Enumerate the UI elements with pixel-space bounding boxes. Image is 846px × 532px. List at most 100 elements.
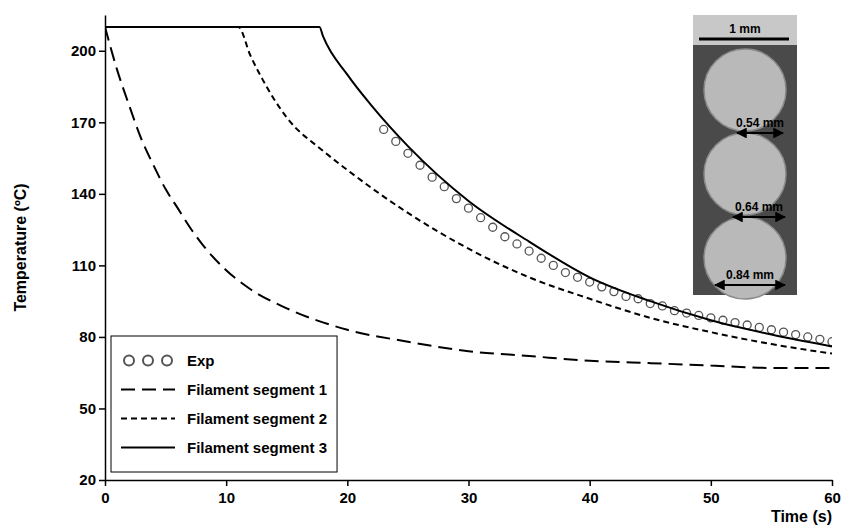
y-tick: 20 — [79, 471, 105, 488]
y-tick-label: 140 — [71, 185, 96, 202]
x-tick: 0 — [101, 480, 109, 506]
x-axis-title: Time (s) — [771, 508, 832, 525]
legend-sample — [143, 356, 153, 366]
legend-label: Filament segment 2 — [187, 410, 327, 427]
data-point — [392, 137, 400, 145]
inset-scale-strip — [693, 15, 797, 45]
data-point — [549, 261, 557, 269]
x-axis: 0 10 20 30 40 50 60 — [101, 480, 841, 506]
data-point — [755, 323, 763, 331]
y-tick-mark — [99, 265, 105, 267]
legend-sample — [121, 389, 175, 391]
y-tick: 200 — [71, 42, 105, 59]
y-tick: 170 — [71, 114, 105, 131]
x-tick: 40 — [582, 480, 599, 506]
x-tick: 10 — [218, 480, 235, 506]
y-axis-line — [105, 16, 107, 481]
y-tick-mark — [99, 194, 105, 196]
y-tick-mark — [99, 122, 105, 124]
y-tick-label: 20 — [79, 471, 96, 488]
legend-sample — [121, 418, 175, 420]
x-tick-mark — [832, 480, 834, 486]
x-tick-mark — [589, 480, 591, 486]
y-tick-label: 110 — [72, 257, 96, 274]
data-point — [816, 335, 824, 343]
x-tick-mark — [468, 480, 470, 486]
dimension-arrow — [737, 132, 783, 134]
data-marks — [105, 27, 832, 368]
data-point — [525, 247, 533, 255]
x-tick-mark — [347, 480, 349, 486]
y-tick: 110 — [72, 257, 105, 274]
data-point — [792, 331, 800, 339]
scale-label: 1 mm — [729, 22, 760, 36]
data-point — [477, 214, 485, 222]
y-tick: 80 — [79, 328, 105, 345]
y-axis: 20 50 80 110 140 170 200 — [71, 16, 106, 489]
legend: Exp Filament segment 1 Filament segment 2 F… — [111, 336, 337, 472]
series-line — [105, 27, 832, 354]
x-tick-label: 0 — [101, 489, 109, 506]
legend-entry: Filament segment 3 — [121, 439, 327, 456]
legend-label: Filament segment 1 — [187, 381, 327, 398]
x-tick: 60 — [824, 480, 841, 506]
dimension-label: 0.64 mm — [735, 200, 783, 214]
x-tick-label: 50 — [703, 489, 720, 506]
y-tick-label: 50 — [79, 400, 96, 417]
plot-area: 0 10 20 30 40 50 60 20 50 80 110 140 170 200 — [71, 16, 841, 506]
legend-sample — [162, 356, 172, 366]
data-point — [537, 254, 545, 262]
data-point — [501, 233, 509, 241]
legend-entry: Filament segment 1 — [121, 381, 327, 398]
legend-sample — [121, 447, 175, 449]
dimension-label: 0.54 mm — [736, 116, 784, 130]
legend-entry: Filament segment 2 — [121, 410, 327, 427]
legend-frame — [111, 336, 337, 472]
dimension-arrow — [733, 216, 785, 218]
y-tick-label: 200 — [71, 42, 96, 59]
y-tick-mark — [99, 408, 105, 410]
x-tick-mark — [711, 480, 713, 486]
y-tick: 50 — [79, 400, 105, 417]
filament-section — [704, 217, 786, 299]
chart: 0 10 20 30 40 50 60 20 50 80 110 140 170 200 Time (s) T… — [0, 0, 846, 532]
dimension-arrow — [715, 284, 785, 286]
inset: 1 mm 0.54 mm 0.64 mm 0.84 mm — [693, 15, 797, 299]
filament-section — [704, 49, 786, 131]
y-axis-title: Temperature (ºC) — [12, 183, 29, 311]
filament-section — [704, 133, 786, 215]
legend-label: Filament segment 3 — [187, 439, 327, 456]
x-tick-label: 60 — [824, 489, 841, 506]
x-tick-label: 30 — [461, 489, 478, 506]
series-line — [105, 27, 832, 368]
data-point — [489, 223, 497, 231]
x-tick-label: 10 — [218, 489, 235, 506]
y-tick-mark — [99, 337, 105, 339]
x-tick-label: 20 — [339, 489, 356, 506]
data-point — [380, 125, 388, 133]
legend-entry: Exp — [124, 352, 215, 369]
data-point — [804, 333, 812, 341]
series-line — [105, 27, 832, 347]
legend-sample — [124, 356, 134, 366]
data-point — [513, 240, 521, 248]
x-tick: 20 — [339, 480, 356, 506]
data-point — [767, 326, 775, 334]
data-point — [465, 204, 473, 212]
dimension-label: 0.84 mm — [726, 268, 774, 282]
data-point — [428, 173, 436, 181]
y-tick-mark — [99, 480, 105, 482]
scale-bar — [699, 38, 789, 41]
x-tick-label: 40 — [582, 489, 599, 506]
data-point — [574, 273, 582, 281]
x-tick-mark — [226, 480, 228, 486]
y-tick-mark — [99, 51, 105, 53]
x-tick: 50 — [703, 480, 720, 506]
data-point — [561, 269, 569, 277]
x-tick: 30 — [461, 480, 478, 506]
data-point — [452, 195, 460, 203]
data-point — [780, 328, 788, 336]
data-point — [404, 149, 412, 157]
data-point — [828, 338, 832, 346]
y-tick-label: 170 — [71, 114, 96, 131]
